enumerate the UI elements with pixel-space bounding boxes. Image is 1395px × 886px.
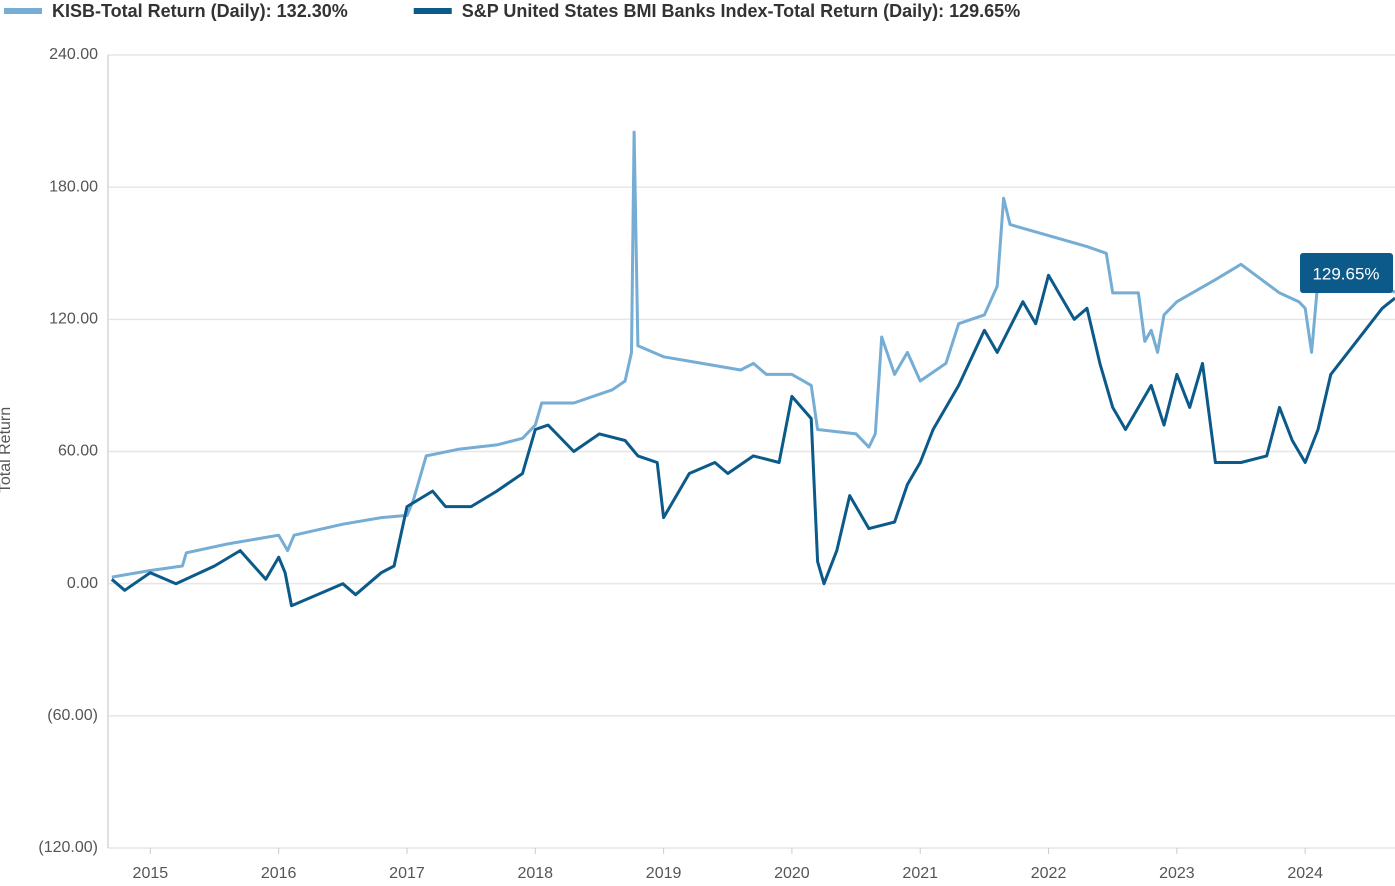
end-tag-label: 129.65%	[1312, 264, 1379, 283]
y-tick-label: 120.00	[49, 311, 98, 328]
y-tick-label: (120.00)	[38, 839, 98, 856]
y-tick-label: 0.00	[67, 575, 98, 592]
x-tick-label: 2022	[1031, 865, 1067, 882]
y-tick-label: 60.00	[58, 443, 98, 460]
x-tick-label: 2019	[646, 865, 682, 882]
x-tick-label: 2015	[133, 865, 169, 882]
y-axis-label: Total Return	[0, 407, 14, 493]
series-line	[111, 130, 1395, 579]
x-tick-label: 2017	[389, 865, 425, 882]
series-line	[110, 273, 1395, 608]
y-tick-label: 180.00	[49, 178, 98, 195]
legend-swatch	[413, 8, 452, 14]
x-tick-label: 2024	[1287, 865, 1323, 882]
x-tick-label: 2020	[774, 865, 810, 882]
x-tick-label: 2018	[517, 865, 553, 882]
y-tick-label: 240.00	[49, 46, 98, 63]
legend-label: S&P United States BMI Banks Index-Total …	[462, 1, 1020, 21]
x-tick-label: 2016	[261, 865, 297, 882]
x-tick-label: 2023	[1159, 865, 1195, 882]
x-tick-label: 2021	[902, 865, 938, 882]
legend-label: KISB-Total Return (Daily): 132.30%	[52, 1, 348, 21]
end-tag	[1300, 253, 1393, 293]
legend-swatch	[4, 8, 42, 14]
y-tick-label: (60.00)	[47, 707, 98, 724]
